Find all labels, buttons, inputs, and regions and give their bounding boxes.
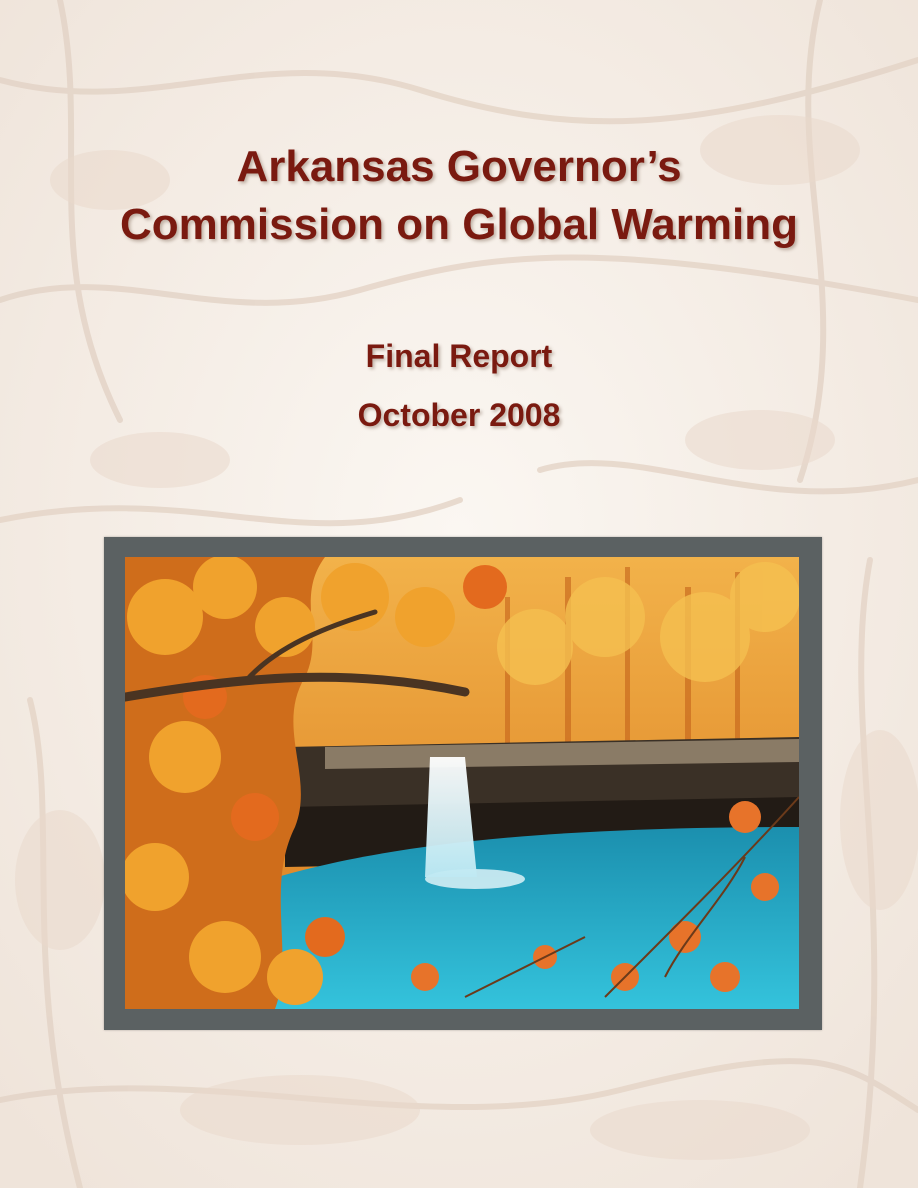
- report-date: October 2008: [357, 397, 561, 433]
- waterfall-illustration: [125, 557, 799, 1009]
- photo-frame: [104, 537, 822, 1030]
- autumn-waterfall-photo: [125, 557, 799, 1009]
- report-title-line-1: Arkansas Governor’s: [236, 142, 682, 191]
- report-subtitle: Final Report: [365, 338, 553, 374]
- report-title-line-2: Commission on Global Warming: [120, 200, 798, 249]
